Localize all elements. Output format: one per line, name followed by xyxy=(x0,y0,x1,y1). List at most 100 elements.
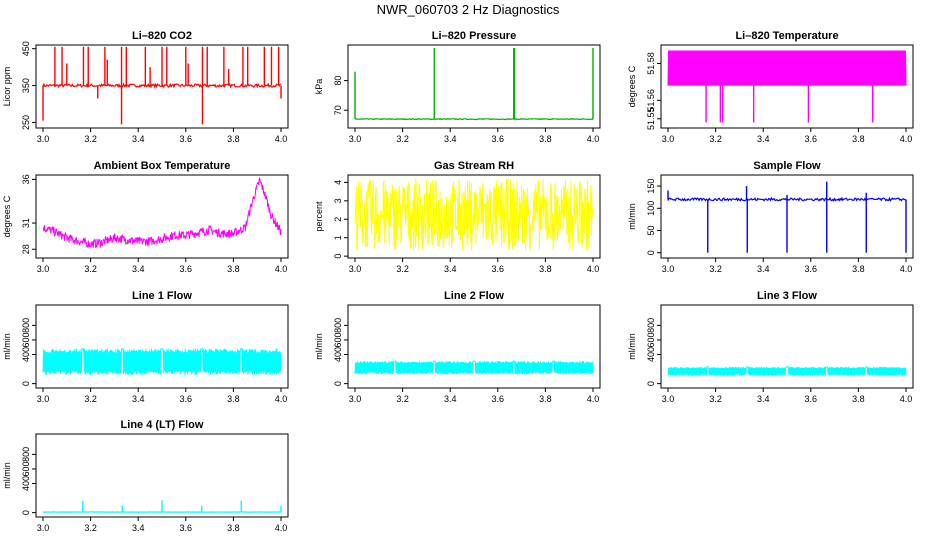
temperature-y-tick-label: 51.56 xyxy=(646,89,656,112)
rh-x-tick-label: 3.0 xyxy=(349,264,362,274)
sample_flow-x-tick-label: 3.2 xyxy=(709,264,722,274)
ambient-x-tick-label: 3.8 xyxy=(227,264,240,274)
line4-y-tick-label: 600 xyxy=(21,461,31,476)
pressure-x-tick-label: 3.2 xyxy=(396,134,409,144)
line4-x-tick-label: 3.6 xyxy=(180,523,193,533)
line2-plot-frame xyxy=(347,304,601,389)
line1-y-tick-label: 0 xyxy=(21,381,31,386)
co2-x-tick-label: 3.6 xyxy=(180,134,193,144)
line1-x-tick-label: 3.6 xyxy=(180,394,193,404)
temperature-x-tick-label: 3.2 xyxy=(709,134,722,144)
line1-plot-frame xyxy=(35,304,289,389)
rh-y-tick-label: 4 xyxy=(333,180,343,185)
line2-series xyxy=(354,360,594,375)
sample_flow-x-tick-label: 3.4 xyxy=(757,264,770,274)
line3-x-tick-label: 4.0 xyxy=(900,394,913,404)
line2-y-tick-label: 600 xyxy=(333,332,343,347)
temperature-title: Li–820 Temperature xyxy=(735,30,838,42)
line3-x-tick-label: 3.4 xyxy=(757,394,770,404)
line1-title: Line 1 Flow xyxy=(132,290,192,302)
line1-series xyxy=(42,348,282,375)
line2-x-tick-label: 3.8 xyxy=(539,394,552,404)
panel-ambient: Ambient Box Temperature 3.0 3.2 3.4 3.6 3.8 4.… xyxy=(2,160,289,274)
panel-line4: Line 4 (LT) Flow 3.0 3.2 3.4 3.6 3.8 4.0 0 40060… xyxy=(2,419,289,533)
co2-title: Li–820 CO2 xyxy=(132,30,192,42)
co2-x-tick-label: 3.2 xyxy=(84,134,97,144)
pressure-y-tick-label: 70 xyxy=(333,105,343,115)
sample_flow-x-tick-label: 4.0 xyxy=(900,264,913,274)
rh-y-tick-label: 3 xyxy=(333,198,343,203)
line1-y-tick-label: 600 xyxy=(21,332,31,347)
temperature-x-tick-label: 3.0 xyxy=(662,134,675,144)
sample_flow-y-tick-label: 100 xyxy=(646,201,656,216)
sample_flow-y-tick-label: 150 xyxy=(646,179,656,194)
line3-plot-frame xyxy=(660,304,914,389)
pressure-title: Li–820 Pressure xyxy=(432,30,516,42)
ambient-title: Ambient Box Temperature xyxy=(94,160,231,172)
line4-y-tick-label: 0 xyxy=(21,510,31,515)
line1-x-tick-label: 3.4 xyxy=(132,394,145,404)
line1-y-tick-label: 800 xyxy=(21,318,31,333)
line3-x-tick-label: 3.2 xyxy=(709,394,722,404)
pressure-x-tick-label: 3.0 xyxy=(349,134,362,144)
panel-pressure: Li–820 Pressure 3.0 3.2 3.4 3.6 3.8 4.0 70 80 kPa xyxy=(314,30,601,144)
sample_flow-series xyxy=(667,181,907,253)
line1-x-tick-label: 3.8 xyxy=(227,394,240,404)
co2-y-tick-label: 450 xyxy=(21,41,31,56)
line3-title: Line 3 Flow xyxy=(757,290,817,302)
temperature-x-tick-label: 3.8 xyxy=(852,134,865,144)
temperature-x-tick-label: 4.0 xyxy=(900,134,913,144)
line1-x-tick-label: 3.0 xyxy=(37,394,50,404)
line4-series xyxy=(42,500,282,513)
line2-y-tick-label: 800 xyxy=(333,318,343,333)
line3-y-tick-label: 800 xyxy=(646,318,656,333)
panel-rh: Gas Stream RH 3.0 3.2 3.4 3.6 3.8 4.0 0 1 2 3 4 perc… xyxy=(314,160,601,274)
co2-y-tick-label: 350 xyxy=(21,78,31,93)
rh-x-tick-label: 3.8 xyxy=(539,264,552,274)
rh-x-tick-label: 3.4 xyxy=(444,264,457,274)
co2-y-axis-label: Licor ppm xyxy=(2,67,12,107)
pressure-x-tick-label: 3.8 xyxy=(539,134,552,144)
line3-y-axis-label: ml/min xyxy=(627,333,637,360)
sample_flow-x-tick-label: 3.8 xyxy=(852,264,865,274)
pressure-x-tick-label: 4.0 xyxy=(587,134,600,144)
co2-x-tick-label: 3.8 xyxy=(227,134,240,144)
pressure-series xyxy=(354,47,594,121)
temperature-x-tick-label: 3.6 xyxy=(805,134,818,144)
pressure-plot-frame xyxy=(347,44,601,129)
rh-y-tick-label: 0 xyxy=(333,254,343,259)
panel-sample_flow: Sample Flow 3.0 3.2 3.4 3.6 3.8 4.0 0 50 100 150 ml… xyxy=(627,160,914,274)
line4-y-tick-label: 800 xyxy=(21,447,31,462)
line3-line xyxy=(667,366,907,376)
line3-y-tick-label: 400 xyxy=(646,347,656,362)
line2-line xyxy=(354,360,594,375)
line1-x-tick-label: 4.0 xyxy=(275,394,288,404)
ambient-y-axis-label: degrees C xyxy=(2,195,12,237)
co2-x-tick-label: 3.0 xyxy=(37,134,50,144)
line4-x-tick-label: 3.0 xyxy=(37,523,50,533)
temperature-y-axis-label: degrees C xyxy=(627,65,637,107)
sample_flow-y-tick-label: 50 xyxy=(646,225,656,235)
co2-line xyxy=(42,82,282,89)
line4-y-tick-label: 400 xyxy=(21,476,31,491)
co2-series xyxy=(42,46,282,125)
ambient-x-tick-label: 3.0 xyxy=(37,264,50,274)
line4-title: Line 4 (LT) Flow xyxy=(121,419,204,431)
line2-x-tick-label: 3.4 xyxy=(444,394,457,404)
rh-x-tick-label: 4.0 xyxy=(587,264,600,274)
line4-plot-frame xyxy=(35,433,289,518)
sample_flow-x-tick-label: 3.6 xyxy=(805,264,818,274)
line3-x-tick-label: 3.6 xyxy=(805,394,818,404)
rh-plot-frame xyxy=(347,174,601,259)
rh-line xyxy=(354,178,594,251)
line4-y-axis-label: ml/min xyxy=(2,462,12,489)
pressure-y-tick-label: 80 xyxy=(333,76,343,86)
figure-title: NWR_060703 2 Hz Diagnostics xyxy=(377,2,560,17)
sample_flow-y-tick-label: 0 xyxy=(646,250,656,255)
temperature-y-tick-label: 51.58 xyxy=(646,52,656,75)
co2-x-tick-label: 4.0 xyxy=(275,134,288,144)
line2-x-tick-label: 3.2 xyxy=(396,394,409,404)
